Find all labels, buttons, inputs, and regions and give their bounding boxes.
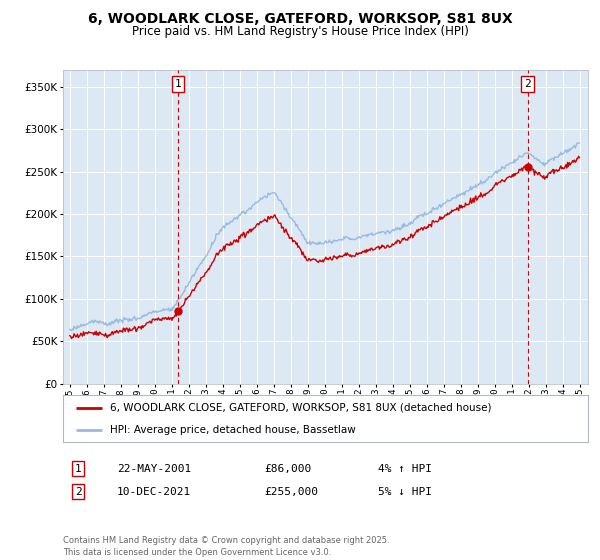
Text: 2: 2 [524,79,531,89]
Text: £255,000: £255,000 [264,487,318,497]
Text: 10-DEC-2021: 10-DEC-2021 [117,487,191,497]
Text: 4% ↑ HPI: 4% ↑ HPI [378,464,432,474]
Text: 22-MAY-2001: 22-MAY-2001 [117,464,191,474]
Text: 5% ↓ HPI: 5% ↓ HPI [378,487,432,497]
Text: 2: 2 [74,487,82,497]
Text: Price paid vs. HM Land Registry's House Price Index (HPI): Price paid vs. HM Land Registry's House … [131,25,469,38]
Text: 6, WOODLARK CLOSE, GATEFORD, WORKSOP, S81 8UX: 6, WOODLARK CLOSE, GATEFORD, WORKSOP, S8… [88,12,512,26]
Text: Contains HM Land Registry data © Crown copyright and database right 2025.
This d: Contains HM Land Registry data © Crown c… [63,536,389,557]
Text: 1: 1 [175,79,182,89]
Text: 6, WOODLARK CLOSE, GATEFORD, WORKSOP, S81 8UX (detached house): 6, WOODLARK CLOSE, GATEFORD, WORKSOP, S8… [110,403,492,413]
Text: 1: 1 [74,464,82,474]
Text: £86,000: £86,000 [264,464,311,474]
Text: HPI: Average price, detached house, Bassetlaw: HPI: Average price, detached house, Bass… [110,424,356,435]
